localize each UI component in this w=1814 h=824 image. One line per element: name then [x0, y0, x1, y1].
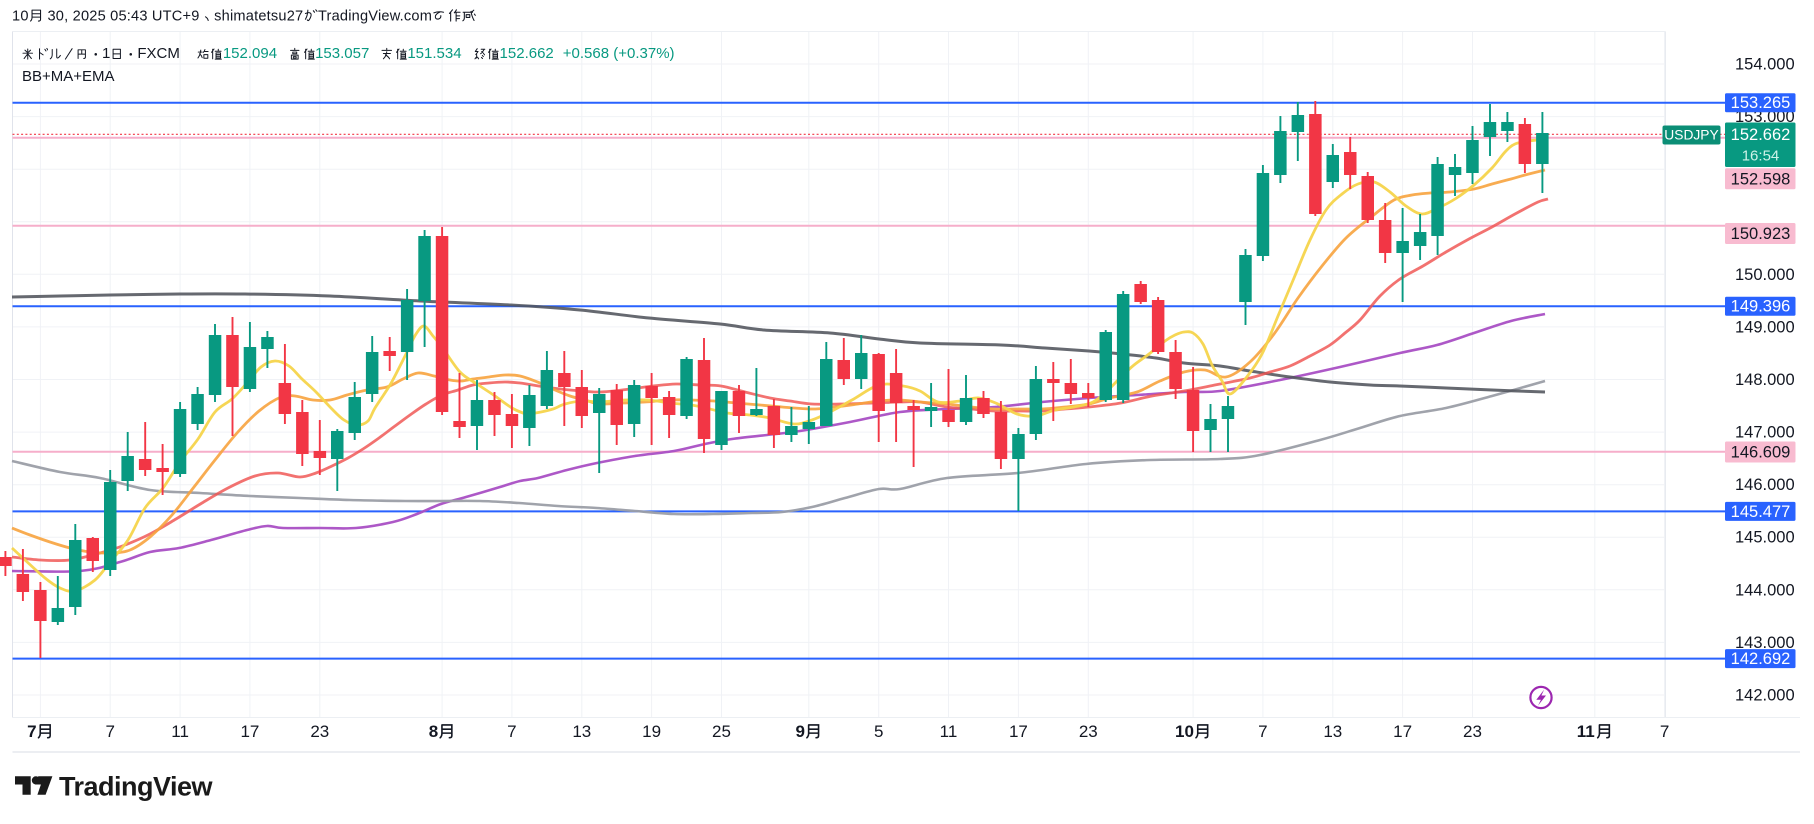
- svg-text:7: 7: [105, 722, 114, 741]
- svg-text:10: 10: [1175, 722, 1194, 741]
- svg-text:TradingView: TradingView: [59, 772, 214, 802]
- svg-text:148.000: 148.000: [1735, 371, 1795, 389]
- svg-text:13: 13: [572, 722, 591, 741]
- svg-text:13: 13: [1323, 722, 1342, 741]
- svg-text:9: 9: [796, 722, 805, 741]
- svg-text:147.000: 147.000: [1735, 424, 1795, 442]
- svg-text:149.000: 149.000: [1735, 318, 1795, 336]
- svg-text:23: 23: [1079, 722, 1098, 741]
- svg-text:11: 11: [1577, 722, 1595, 741]
- svg-text:16:54: 16:54: [1742, 148, 1780, 165]
- svg-text:145.000: 145.000: [1735, 529, 1795, 547]
- svg-text:7: 7: [27, 722, 36, 741]
- svg-text:146.609: 146.609: [1731, 444, 1791, 462]
- svg-text:154.000: 154.000: [1735, 56, 1795, 74]
- svg-text:144.000: 144.000: [1735, 581, 1795, 599]
- svg-text:8: 8: [429, 722, 438, 741]
- svg-text:11: 11: [940, 722, 958, 741]
- svg-text:150.923: 150.923: [1731, 225, 1791, 243]
- svg-text:145.477: 145.477: [1731, 503, 1791, 521]
- svg-text:143.000: 143.000: [1735, 634, 1795, 652]
- svg-text:25: 25: [712, 722, 731, 741]
- svg-text:152.598: 152.598: [1731, 170, 1791, 188]
- svg-text:23: 23: [310, 722, 329, 741]
- svg-text:150.000: 150.000: [1735, 266, 1795, 284]
- svg-text:17: 17: [1393, 722, 1412, 741]
- svg-text:153.265: 153.265: [1731, 94, 1791, 112]
- svg-text:USDJPY: USDJPY: [1664, 128, 1718, 143]
- svg-text:7: 7: [1660, 722, 1669, 741]
- svg-text:152.662: 152.662: [1731, 126, 1791, 144]
- svg-text:19: 19: [642, 722, 661, 741]
- svg-text:142.000: 142.000: [1735, 687, 1795, 705]
- svg-text:142.692: 142.692: [1731, 650, 1791, 668]
- svg-text:5: 5: [874, 722, 883, 741]
- svg-text:7: 7: [1258, 722, 1267, 741]
- svg-text:23: 23: [1463, 722, 1482, 741]
- svg-text:17: 17: [1009, 722, 1028, 741]
- svg-text:153.000: 153.000: [1735, 108, 1795, 126]
- svg-text:149.396: 149.396: [1731, 298, 1791, 316]
- svg-text:11: 11: [171, 722, 189, 741]
- svg-text:7: 7: [507, 722, 516, 741]
- svg-text:146.000: 146.000: [1735, 476, 1795, 494]
- svg-text:17: 17: [240, 722, 259, 741]
